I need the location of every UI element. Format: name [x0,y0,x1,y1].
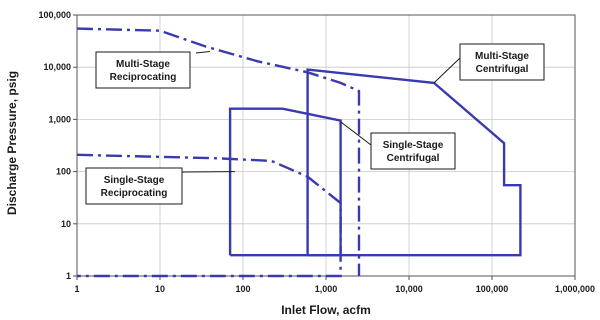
y-tick-label: 100,000 [38,10,71,20]
callout-box [95,51,191,89]
callout-box [370,132,456,170]
callout-leader [340,121,372,146]
x-tick-label: 1,000,000 [555,284,595,294]
x-tick-label: 100 [235,284,250,294]
callout-label-line: Centrifugal [387,153,440,164]
callout-label-line: Centrifugal [476,64,529,75]
callout-box [85,167,183,205]
callout-single-stage-centrifugal: Single-Stage Centrifugal [340,121,456,170]
x-tick-label: 1,000 [315,284,338,294]
series-multi-stage-reciprocating [76,27,361,276]
callout-multi-stage-centrifugal: Multi-Stage Centrifugal [433,43,545,84]
callout-label-line: Multi-Stage [475,51,529,62]
x-tick-label: 10,000 [395,284,423,294]
callout-leader [433,57,461,84]
y-axis-title: Discharge Pressure, psig [5,71,19,215]
y-tick-label: 10,000 [43,62,71,72]
callout-label-line: Single-Stage [383,140,444,151]
callouts: Multi-Stage Reciprocating Single-Stage Reci… [85,43,545,205]
x-tick-label: 10 [155,284,165,294]
callout-label-line: Reciprocating [101,188,168,199]
y-tick-label: 10 [61,219,71,229]
callout-leader [195,50,211,54]
y-tick-label: 1 [66,271,71,281]
callout-label-line: Single-Stage [104,175,165,186]
callout-single-stage-reciprocating: Single-Stage Reciprocating [85,167,235,205]
series-multi-stage-centrifugal [306,68,522,257]
y-tick-label: 100 [56,167,71,177]
series-layer [76,27,522,278]
x-tick-label: 100,000 [476,284,509,294]
x-axis-title: Inlet Flow, acfm [281,303,371,317]
callout-label-line: Reciprocating [110,72,177,83]
y-tick-label: 1,000 [48,114,71,124]
x-tick-label: 1 [74,284,79,294]
callout-box [459,43,545,81]
series-single-stage-centrifugal [228,107,342,257]
callout-multi-stage-reciprocating: Multi-Stage Reciprocating [95,50,211,89]
callout-label-line: Multi-Stage [116,59,170,70]
tick-labels: 1 10 100 1,000 10,000 100,000 1,000,000 1 10 100 1… [38,10,595,294]
